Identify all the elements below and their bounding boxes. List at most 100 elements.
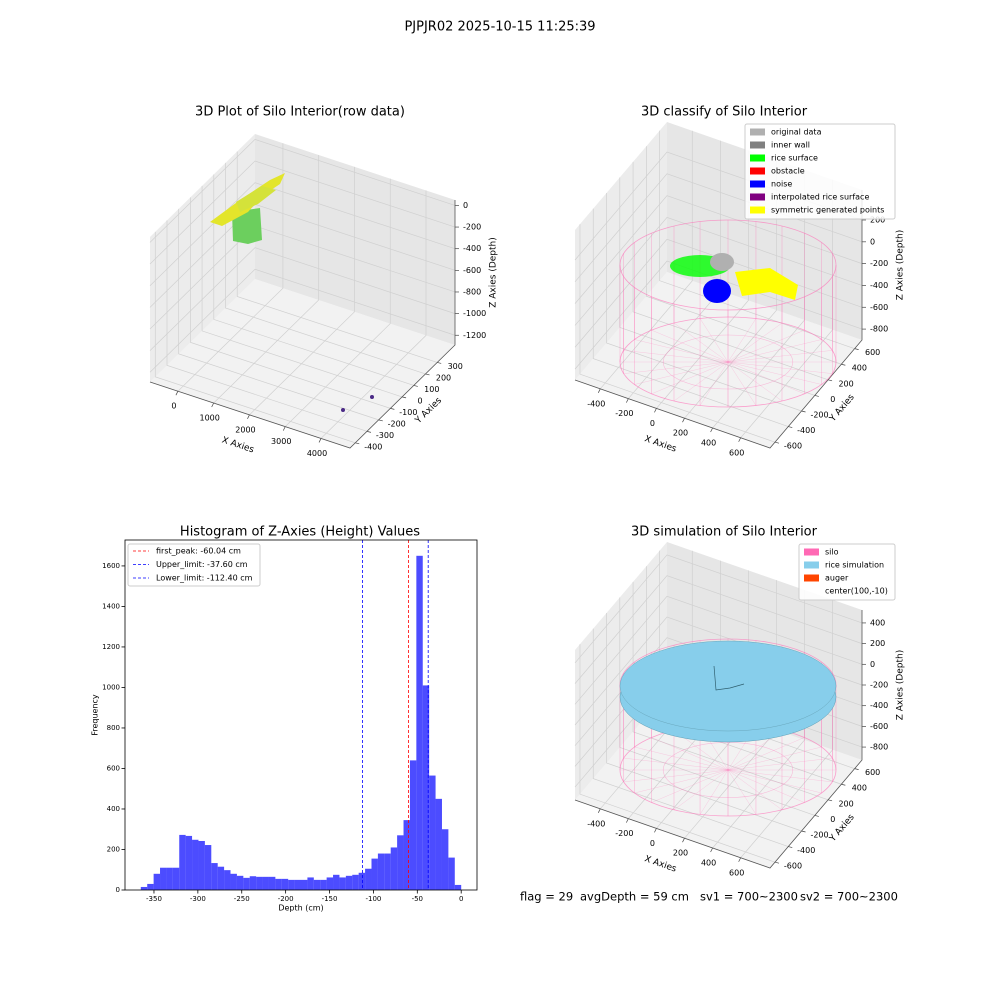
grid-line	[619, 597, 815, 816]
bar	[211, 863, 218, 890]
legend-label: inner wall	[771, 141, 810, 150]
legend-label: Upper_limit: -37.60 cm	[156, 560, 248, 569]
silo-wire	[651, 361, 729, 395]
x-tick-label: 2000	[235, 425, 255, 434]
silo-wire	[634, 339, 729, 363]
tick-mark	[710, 427, 713, 433]
z-tick-label: 0	[870, 237, 875, 246]
grid-line	[712, 169, 805, 429]
bar	[416, 555, 423, 890]
silo-wire	[662, 742, 794, 798]
silo-wire	[727, 746, 822, 771]
bar	[352, 874, 359, 890]
silo-wire	[623, 757, 729, 771]
z-axis-label: Z Axies (Depth)	[489, 237, 499, 308]
silo-wire	[727, 757, 833, 771]
tick-mark	[801, 830, 806, 833]
y-tick-label: 1600	[102, 562, 120, 570]
silo-wire	[727, 361, 783, 402]
bar	[307, 877, 314, 890]
grid-line	[149, 182, 456, 286]
silo-wire	[727, 329, 805, 363]
bar	[166, 867, 173, 890]
silo-wire	[651, 329, 729, 363]
chart-title: 3D Plot of Silo Interior(row data)	[195, 105, 405, 120]
x-tick-label: 1000	[200, 414, 220, 423]
legend-swatch	[750, 141, 765, 149]
silo-wire	[727, 350, 833, 363]
tick-mark	[282, 426, 286, 431]
rice-surface	[619, 640, 837, 732]
x-tick-label: -400	[587, 399, 605, 408]
pane-right	[255, 134, 455, 345]
bar	[301, 879, 308, 890]
bar	[281, 878, 289, 890]
z-tick-label: 0	[463, 201, 468, 210]
status-text: flag = 29	[520, 890, 573, 904]
tick-mark	[854, 348, 859, 350]
y-tick-label: -200	[388, 419, 406, 428]
silo-wire	[623, 361, 729, 374]
grid-line	[579, 224, 776, 443]
chart-title: Histogram of Z-Axies (Height) Values	[180, 525, 420, 540]
z-tick-label: -400	[870, 281, 888, 290]
x-tick-label: 600	[729, 448, 744, 457]
silo-wire	[699, 318, 729, 363]
grid-line	[574, 554, 863, 664]
grid-line	[574, 217, 863, 326]
x-tick-label: 3000	[271, 437, 291, 446]
legend-swatch	[750, 128, 765, 136]
tick-mark	[175, 391, 179, 396]
legend-swatch	[750, 167, 765, 175]
bar	[236, 875, 244, 890]
y-tick-label: 1000	[102, 683, 120, 691]
bar	[333, 874, 340, 890]
x-tick-label: -200	[615, 829, 633, 838]
grid-line	[149, 247, 456, 351]
pane-floor	[575, 272, 862, 448]
legend-label: rice surface	[771, 154, 818, 163]
z-tick-label: -200	[870, 259, 888, 268]
chart-title: 3D simulation of Silo Interior	[631, 525, 818, 540]
y-tick-label: 0	[116, 886, 120, 894]
grid-line	[619, 177, 815, 396]
chart-title: 3D classify of Silo Interior	[641, 105, 808, 120]
x-tick-label: -350	[146, 895, 162, 903]
silo-wire	[634, 769, 729, 794]
legend-label: center(100,-10)	[825, 587, 888, 596]
legend-swatch	[804, 561, 819, 569]
z-tick-label: -800	[463, 287, 481, 296]
y-tick-label: -600	[784, 442, 802, 451]
bar	[339, 877, 346, 890]
bar	[249, 876, 257, 890]
tick-mark	[425, 373, 430, 376]
legend-box	[744, 123, 896, 220]
point-cloud	[703, 279, 731, 303]
bar	[365, 868, 372, 890]
z-tick-label: 400	[870, 618, 885, 627]
point-cloud	[735, 268, 798, 300]
bar	[448, 857, 455, 890]
bar	[140, 886, 148, 890]
y-tick-label: 400	[107, 805, 120, 813]
tick-mark	[402, 396, 407, 399]
silo-wire	[727, 737, 805, 771]
bar	[403, 820, 410, 890]
axis-line	[574, 190, 863, 449]
tick-mark	[318, 438, 322, 443]
bar	[147, 883, 154, 890]
silo-wire	[634, 361, 729, 385]
grid-line	[646, 146, 842, 365]
bar	[179, 834, 186, 890]
silo-wire	[623, 350, 729, 363]
figure-title: PJPJR02 2025-10-15 11:25:39	[404, 20, 595, 35]
tick-mark	[247, 414, 250, 419]
y-tick-label: 1400	[102, 602, 120, 610]
x-tick-label: -50	[412, 895, 423, 903]
x-tick-label: 0	[171, 402, 176, 411]
y-tick-label: 600	[865, 768, 880, 777]
y-tick-label: 400	[852, 364, 867, 373]
x-tick-label: -150	[322, 895, 338, 903]
status-text: avgDepth = 59 cm	[580, 890, 689, 904]
grid-line	[592, 208, 789, 427]
